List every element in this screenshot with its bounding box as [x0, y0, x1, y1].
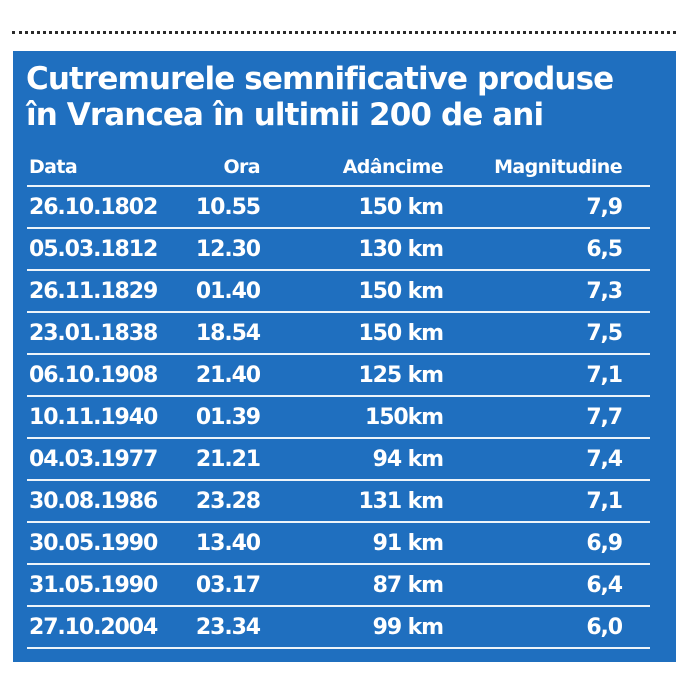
- table-row: 26.10.1802 10.55 150 km 7,9: [27, 187, 650, 229]
- cell-time: 01.39: [195, 404, 261, 430]
- cell-depth: 150km: [365, 404, 444, 430]
- cell-depth: 91 km: [372, 530, 444, 556]
- cell-date: 30.05.1990: [29, 530, 158, 556]
- cell-time: 03.17: [195, 572, 261, 598]
- cell-magnitude: 6,5: [586, 236, 623, 262]
- table-row: 30.08.1986 23.28 131 km 7,1: [27, 481, 650, 523]
- table-row: 06.10.1908 21.40 125 km 7,1: [27, 355, 650, 397]
- cell-time: 21.40: [195, 362, 261, 388]
- table-row: 23.01.1838 18.54 150 km 7,5: [27, 313, 650, 355]
- cell-time: 23.28: [195, 488, 261, 514]
- cell-time: 21.21: [195, 446, 261, 472]
- header-date: Data: [29, 156, 78, 178]
- earthquake-infobox: Cutremurele semnificative produse în Vra…: [13, 51, 676, 662]
- table-row: 31.05.1990 03.17 87 km 6,4: [27, 565, 650, 607]
- cell-date: 23.01.1838: [29, 320, 158, 346]
- cell-date: 05.03.1812: [29, 236, 158, 262]
- cell-time: 10.55: [195, 194, 261, 220]
- table-row: 27.10.2004 23.34 99 km 6,0: [27, 607, 650, 649]
- cell-depth: 150 km: [358, 278, 444, 304]
- table-row: 30.05.1990 13.40 91 km 6,9: [27, 523, 650, 565]
- cell-depth: 125 km: [358, 362, 444, 388]
- cell-magnitude: 7,1: [586, 362, 623, 388]
- cell-date: 10.11.1940: [29, 404, 158, 430]
- table-row: 05.03.1812 12.30 130 km 6,5: [27, 229, 650, 271]
- cell-date: 26.10.1802: [29, 194, 158, 220]
- cell-time: 01.40: [195, 278, 261, 304]
- cell-depth: 94 km: [372, 446, 444, 472]
- infobox-title: Cutremurele semnificative produse în Vra…: [26, 61, 614, 133]
- title-line-2: în Vrancea în ultimii 200 de ani: [26, 97, 544, 133]
- cell-depth: 131 km: [358, 488, 444, 514]
- table-row: 04.03.1977 21.21 94 km 7,4: [27, 439, 650, 481]
- cell-date: 30.08.1986: [29, 488, 158, 514]
- cell-date: 06.10.1908: [29, 362, 158, 388]
- cell-depth: 130 km: [358, 236, 444, 262]
- cell-date: 31.05.1990: [29, 572, 158, 598]
- cell-magnitude: 7,9: [586, 194, 623, 220]
- cell-magnitude: 6,0: [586, 614, 623, 640]
- cell-date: 27.10.2004: [29, 614, 158, 640]
- cell-depth: 99 km: [372, 614, 444, 640]
- cell-depth: 150 km: [358, 320, 444, 346]
- cell-time: 13.40: [195, 530, 261, 556]
- table-header-row: Data Ora Adâncime Magnitudine: [27, 149, 650, 187]
- cell-magnitude: 7,3: [586, 278, 623, 304]
- cell-date: 26.11.1829: [29, 278, 158, 304]
- cell-magnitude: 6,9: [586, 530, 623, 556]
- cell-magnitude: 7,5: [586, 320, 623, 346]
- header-magnitude: Magnitudine: [494, 156, 623, 178]
- cell-magnitude: 7,1: [586, 488, 623, 514]
- dotted-separator: [12, 31, 676, 34]
- cell-magnitude: 6,4: [586, 572, 623, 598]
- cell-time: 12.30: [195, 236, 261, 262]
- header-time: Ora: [223, 156, 260, 178]
- table-row: 10.11.1940 01.39 150km 7,7: [27, 397, 650, 439]
- cell-date: 04.03.1977: [29, 446, 158, 472]
- cell-magnitude: 7,4: [586, 446, 623, 472]
- cell-depth: 87 km: [372, 572, 444, 598]
- header-depth: Adâncime: [342, 156, 444, 178]
- cell-magnitude: 7,7: [586, 404, 623, 430]
- cell-depth: 150 km: [358, 194, 444, 220]
- cell-time: 23.34: [195, 614, 261, 640]
- table-row: 26.11.1829 01.40 150 km 7,3: [27, 271, 650, 313]
- cell-time: 18.54: [195, 320, 261, 346]
- earthquake-table: Data Ora Adâncime Magnitudine 26.10.1802…: [27, 149, 650, 649]
- title-line-1: Cutremurele semnificative produse: [26, 61, 614, 97]
